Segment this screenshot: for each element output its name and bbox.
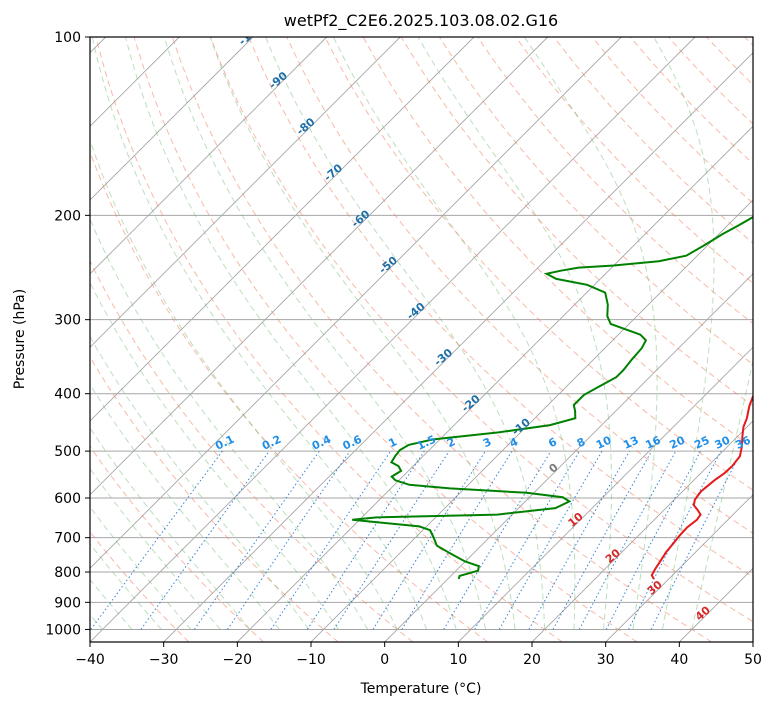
y-tick-label: 400 [54, 387, 81, 403]
isotherm-line [90, 37, 622, 569]
x-tick-label: 40 [670, 652, 688, 668]
moist-adiabat-line [265, 37, 546, 630]
moist-adiabat-line [90, 138, 398, 630]
mixing-ratio-line [90, 450, 223, 630]
moist-adiabat-line [90, 467, 221, 630]
isotherm-line [90, 37, 401, 348]
isotherm-line [90, 37, 475, 422]
moist-adiabat-line [90, 578, 133, 630]
moist-adiabat-line [90, 281, 339, 630]
mixing-ratio-line [578, 450, 677, 630]
moist-adiabat-line [163, 37, 487, 630]
isotherm-line [384, 273, 753, 642]
chart-title: wetPf2_C2E6.2025.103.08.02.G16 [284, 11, 558, 31]
x-tick-label: 20 [523, 652, 541, 668]
moist-adiabat-line [209, 37, 516, 630]
mixing-ratio-label: 13 [621, 434, 640, 452]
chart-grid [90, 37, 753, 642]
mixing-ratio-line [498, 450, 603, 630]
x-tick-label: −20 [223, 652, 253, 668]
moist-adiabat-line [90, 427, 251, 630]
y-tick-label: 300 [54, 313, 81, 329]
mixing-ratio-line [226, 450, 351, 630]
moist-adiabat-line [90, 383, 280, 630]
x-tick-label: 30 [597, 652, 615, 668]
isotherm-line [90, 37, 549, 496]
mixing-ratio-label: 10 [594, 433, 614, 451]
moist-adiabat-line [90, 335, 310, 630]
moist-adiabat-line [90, 542, 162, 630]
y-axis-title: Pressure (hPa) [12, 289, 28, 389]
isotherm-label: -100 [236, 20, 266, 48]
mixing-ratio-line [628, 450, 722, 630]
x-tick-label: 50 [744, 652, 762, 668]
isotherm-line [457, 346, 753, 642]
y-tick-label: 700 [54, 531, 81, 547]
dry-adiabat-line [90, 356, 339, 642]
x-tick-label: −30 [149, 652, 179, 668]
mixing-ratio-line [306, 450, 425, 630]
isotherm-line [90, 37, 696, 642]
plot-frame [89, 36, 754, 643]
isotherm-line [236, 125, 753, 642]
mixing-ratio-line [650, 450, 743, 630]
mixing-ratio-label: 36 [733, 433, 753, 451]
moist-adiabat-line [90, 506, 192, 630]
dewpoint-profile [352, 215, 753, 580]
mixing-ratio-line [193, 450, 320, 630]
dry-adiabat-line [90, 259, 414, 642]
isotherm-line [163, 52, 753, 642]
mixing-ratio-label: 25 [692, 434, 711, 452]
dry-adiabat-line [90, 445, 264, 642]
x-tick-label: 10 [449, 652, 467, 668]
moist-adiabat-line [91, 37, 428, 630]
temperature-profile [650, 394, 753, 580]
y-tick-label: 500 [54, 444, 81, 460]
mixing-ratio-label: 20 [668, 433, 688, 451]
isotherm-line [531, 420, 753, 642]
dry-adiabat-line [95, 37, 563, 642]
x-axis-title: Temperature (°C) [360, 681, 482, 697]
dry-adiabat-line [515, 37, 753, 284]
moist-adiabat-line [691, 358, 753, 630]
mixing-ratio-label: 30 [713, 433, 733, 451]
dry-adiabat-line [324, 37, 753, 491]
dry-adiabat-line [210, 37, 753, 623]
isotherm-line [90, 37, 328, 275]
mixing-ratio-line [474, 450, 580, 630]
y-tick-label: 200 [54, 208, 81, 224]
dry-adiabat-line [171, 37, 712, 642]
moist-adiabat-line [653, 37, 715, 630]
mixing-ratio-line [270, 450, 392, 630]
moist-adiabat-line [417, 37, 612, 630]
x-tick-label: −10 [296, 652, 326, 668]
mixing-ratio-label: 16 [643, 433, 663, 451]
x-tick-label: 0 [380, 652, 389, 668]
mixing-ratio-line [333, 450, 450, 630]
y-tick-label: 600 [54, 491, 81, 507]
y-tick-label: 800 [54, 565, 81, 581]
chart-series [352, 215, 753, 580]
moist-adiabat-line [524, 37, 658, 630]
y-tick-label: 900 [54, 595, 81, 611]
axes: −40 −30 −20 −10 0 10 20 30 40 50 100 200 300 400 500 60… [45, 30, 762, 668]
isotherm-line [90, 37, 254, 201]
dry-adiabat-line [248, 37, 753, 578]
isotherm-line [605, 494, 753, 642]
x-tick-label: −40 [75, 652, 105, 668]
y-tick-label: 100 [54, 30, 81, 46]
mixing-ratio-line [605, 450, 701, 630]
dry-adiabat-line [286, 37, 753, 534]
mixing-ratio-line [552, 450, 653, 630]
mixing-ratio-line [528, 450, 630, 630]
moist-adiabat-line [332, 37, 576, 630]
moist-adiabat-line [125, 37, 457, 630]
y-tick-label: 1000 [45, 622, 81, 638]
moist-adiabat-line [90, 217, 369, 630]
